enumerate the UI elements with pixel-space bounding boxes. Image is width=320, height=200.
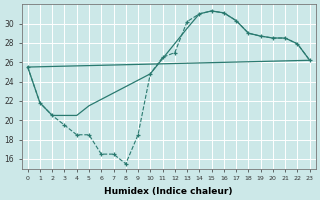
- X-axis label: Humidex (Indice chaleur): Humidex (Indice chaleur): [104, 187, 233, 196]
